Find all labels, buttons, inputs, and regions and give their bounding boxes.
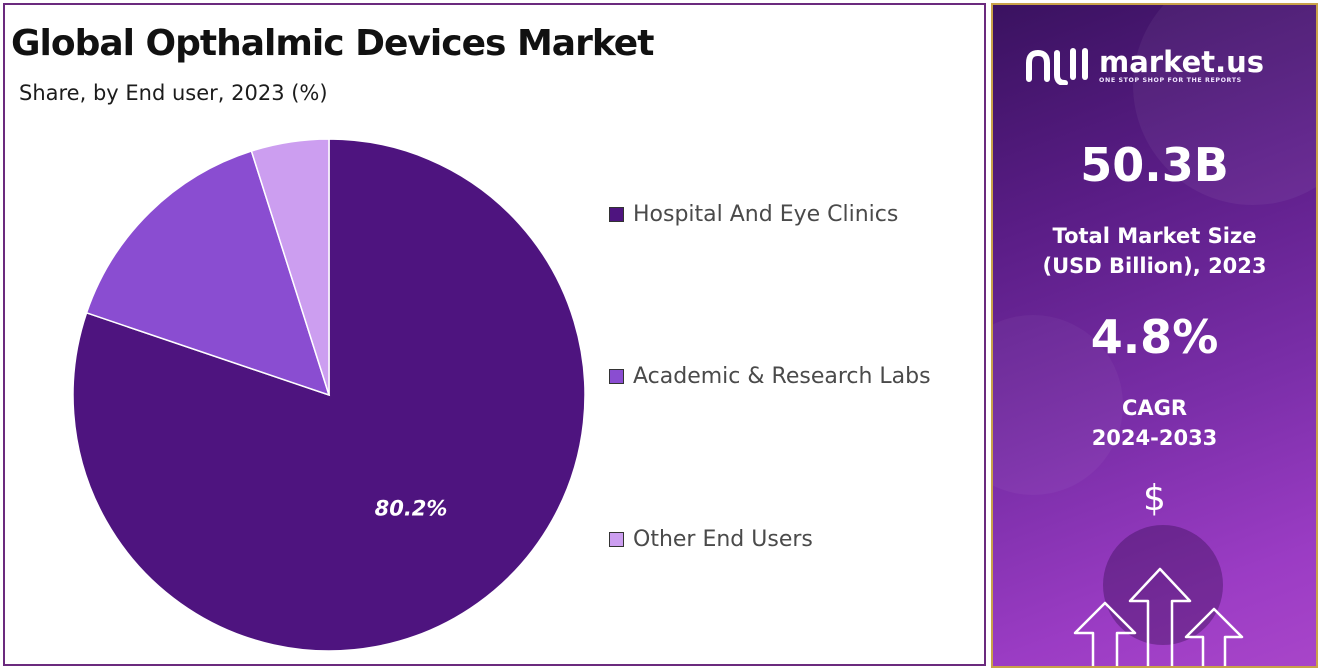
cagr-label-line2: 2024-2033 [1091,426,1218,450]
legend-swatch [609,532,624,547]
cagr-label-line1: CAGR [1121,396,1188,420]
legend-label: Hospital And Eye Clinics [633,202,899,227]
legend-swatch [609,369,624,384]
chart-title: Global Opthalmic Devices Market [11,23,654,64]
brand-name: market.us [1099,44,1265,79]
summary-panel: market.us ONE STOP SHOP FOR THE REPORTS … [991,3,1318,668]
market-size-label-line1: Total Market Size [1052,224,1257,248]
legend-swatch [609,207,624,222]
dollar-icon: $ [1143,478,1166,519]
pie-slice-other-end-users [250,138,330,396]
growth-arrows-icon [1073,567,1244,666]
legend-item-other-end-users: Other End Users [609,527,813,552]
market-size-label-line2: (USD Billion), 2023 [1042,254,1267,278]
legend-item-hospital-and-eye-clinics: Hospital And Eye Clinics [609,202,898,227]
market-size-value: 50.3B [1080,138,1229,192]
pie-slice-academic-research-labs [85,150,331,397]
background-decoration [993,5,1316,645]
legend-label: Academic & Research Labs [633,364,931,389]
legend-label: Other End Users [633,527,813,552]
pie-chart: 80.2% [72,138,586,652]
pie-data-label: 80.2% [375,496,448,520]
brand: market.us ONE STOP SHOP FOR THE REPORTS [1025,45,1264,85]
legend-item-academic-and-research-labs: Academic & Research Labs [609,364,931,389]
brand-tagline: ONE STOP SHOP FOR THE REPORTS [1099,76,1242,84]
chart-panel: Global Opthalmic Devices Market Share, b… [3,3,986,666]
chart-subtitle: Share, by End user, 2023 (%) [19,81,328,105]
market-us-logo-icon [1026,48,1088,85]
cagr-value: 4.8% [1090,310,1219,364]
